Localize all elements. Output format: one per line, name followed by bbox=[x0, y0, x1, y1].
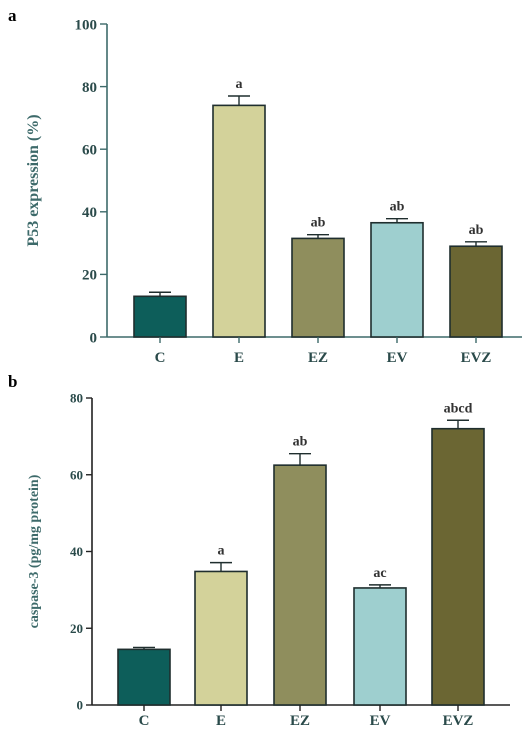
chart-panel-a: 0 20 40 60 80 100 P53 expression (%) Ca Eab EZ ab E… bbox=[25, 17, 522, 366]
x-tick-label-ev: EV bbox=[387, 350, 408, 366]
significance-label-e: a bbox=[218, 544, 225, 559]
significance-label-ez: ab bbox=[311, 216, 326, 231]
y-axis-title: P53 expression (%) bbox=[25, 114, 42, 246]
y-tick-label: 100 bbox=[75, 17, 98, 33]
bar-evz bbox=[431, 427, 485, 706]
x-tick-label-evz: EVZ bbox=[461, 350, 492, 366]
x-tick-label-ev: EV bbox=[370, 713, 391, 729]
significance-label-evz: ab bbox=[469, 223, 484, 238]
bar-ez bbox=[291, 237, 345, 338]
x-tick-label-ez: EZ bbox=[290, 713, 310, 729]
bar-evz bbox=[449, 245, 503, 338]
x-tick-label-c: C bbox=[139, 713, 150, 729]
y-tick-label: 80 bbox=[82, 80, 97, 96]
significance-label-e: a bbox=[236, 77, 243, 92]
y-axis-title: caspase-3 (pg/mg protein) bbox=[27, 474, 42, 628]
y-tick-label: 40 bbox=[70, 544, 83, 559]
y-tick-label: 20 bbox=[70, 621, 83, 636]
bar-ev bbox=[370, 221, 424, 338]
x-tick-label-evz: EVZ bbox=[443, 713, 474, 729]
y-tick-label: 40 bbox=[82, 205, 97, 221]
y-tick-label: 20 bbox=[82, 268, 97, 284]
panel-label-a: a bbox=[8, 6, 17, 25]
bar-c bbox=[133, 295, 187, 338]
bar-e bbox=[212, 104, 266, 338]
x-tick-label-ez: EZ bbox=[308, 350, 328, 366]
significance-label-ev: ac bbox=[373, 566, 386, 581]
x-tick-label-e: E bbox=[234, 350, 244, 366]
panel-label-b: b bbox=[8, 372, 18, 391]
x-tick-label-e: E bbox=[216, 713, 226, 729]
y-tick-label: 80 bbox=[70, 391, 83, 406]
significance-label-ez: ab bbox=[293, 435, 308, 450]
significance-label-ev: ab bbox=[390, 200, 405, 215]
bar-e bbox=[194, 570, 248, 706]
bar-c bbox=[117, 648, 171, 706]
y-tick-label: 60 bbox=[70, 467, 83, 482]
x-tick-label-c: C bbox=[155, 350, 166, 366]
y-tick-label: 60 bbox=[82, 142, 97, 158]
significance-label-evz: abcd bbox=[444, 401, 473, 416]
chart-panel-b: 0 20 40 60 80 caspase-3 (pg/mg protein) Ca Eab E… bbox=[27, 391, 510, 729]
bar-ez bbox=[273, 464, 327, 706]
y-tick-label: 0 bbox=[77, 698, 84, 713]
bar-ev bbox=[353, 587, 407, 706]
y-tick-label: 0 bbox=[90, 330, 98, 346]
